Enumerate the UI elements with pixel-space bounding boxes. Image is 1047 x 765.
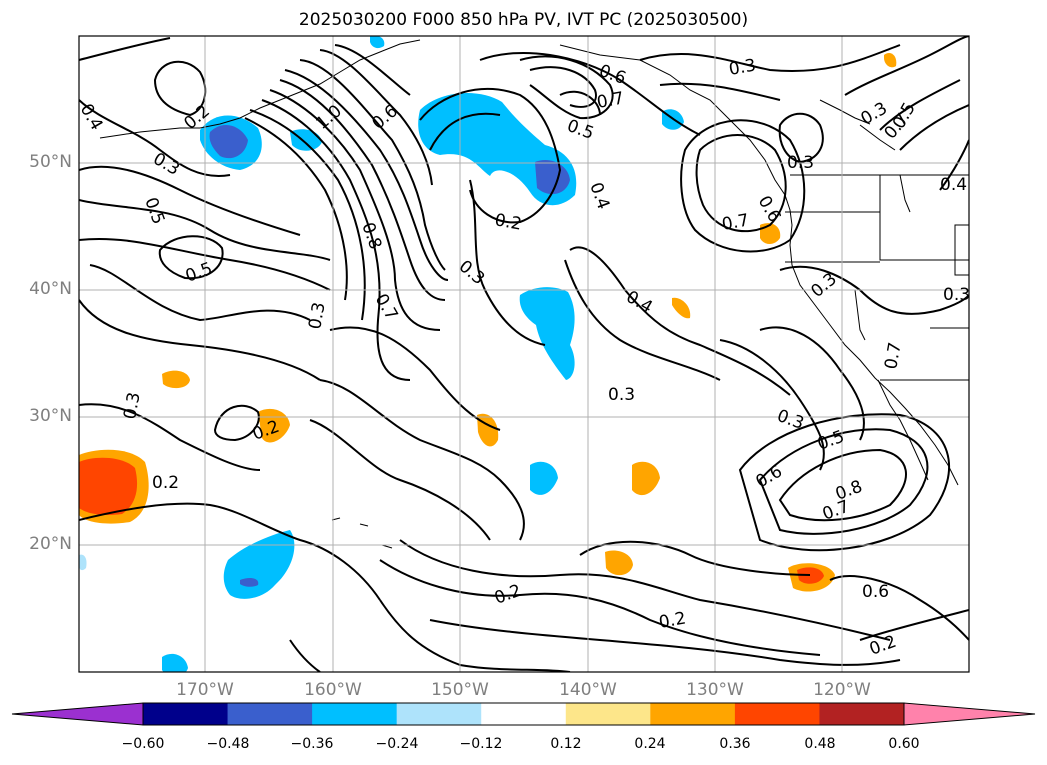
colorbar-segment [565,703,651,725]
contour-label: 0.7 [720,211,750,235]
contour-label: 0.3 [305,301,329,331]
lon-label-170w: 170°W [176,680,234,700]
colorbar-tick-label: 0.36 [719,736,751,752]
lon-label-160w: 160°W [304,680,362,700]
contour-label: 0.4 [940,175,967,195]
lon-label-130w: 130°W [686,680,744,700]
contour-label: 0.2 [493,210,523,234]
contour-label: 0.3 [943,285,970,305]
pv-contours [79,36,969,672]
map-frame [78,35,970,673]
map-title: 2025030200 F000 850 hPa PV, IVT PC (2025… [298,10,749,30]
colorbar-segment [734,703,820,725]
lon-label-120w: 120°W [813,680,871,700]
contour-label: 0.2 [152,473,179,493]
contour-label: 0.7 [881,341,905,371]
contour-label: 0.3 [787,153,814,173]
map-panel: 0.4 0.20.30.50.51.0 0.60.80.70.30.60.70.50… [78,35,970,673]
colorbar-tick-label: −0.48 [206,736,250,752]
colorbar-tick-label: −0.36 [290,736,334,752]
lat-label-20n: 20°N [29,534,72,554]
colorbar-segment [227,703,313,725]
colorbar-tick-label: −0.24 [375,736,419,752]
contour-label: 0.3 [120,391,144,421]
coastlines [99,39,969,549]
colorbar-segment [819,703,905,725]
colorbar-tick-label: −0.12 [459,736,503,752]
colorbar-max-extend [903,702,1036,726]
contour-label: 0.2 [657,609,687,633]
colorbar-tick-label: −0.60 [121,736,165,752]
contour-label: 0.3 [727,56,757,80]
colorbar-tick-label: 0.24 [634,736,666,752]
lat-label-50n: 50°N [29,152,72,172]
colorbar-tick-label: 0.12 [550,736,582,752]
colorbar-min-extend [11,702,144,726]
lat-label-40n: 40°N [29,279,72,299]
lon-label-150w: 150°W [431,680,489,700]
colorbar-segment [650,703,736,725]
colorbar-tick-label: 0.60 [888,736,920,752]
colorbar-segment [143,703,229,725]
colorbar-segment [396,703,482,725]
graticule [79,36,969,672]
contour-label: 0.6 [862,582,889,602]
colorbar-segment [312,703,398,725]
colorbar [11,702,1036,726]
lon-label-140w: 140°W [559,680,617,700]
lat-label-30n: 30°N [29,406,72,426]
contour-label: 0.3 [608,385,635,405]
contour-label: 0.7 [595,89,625,113]
colorbar-tick-label: 0.48 [804,736,836,752]
colorbar-segment [481,703,567,725]
